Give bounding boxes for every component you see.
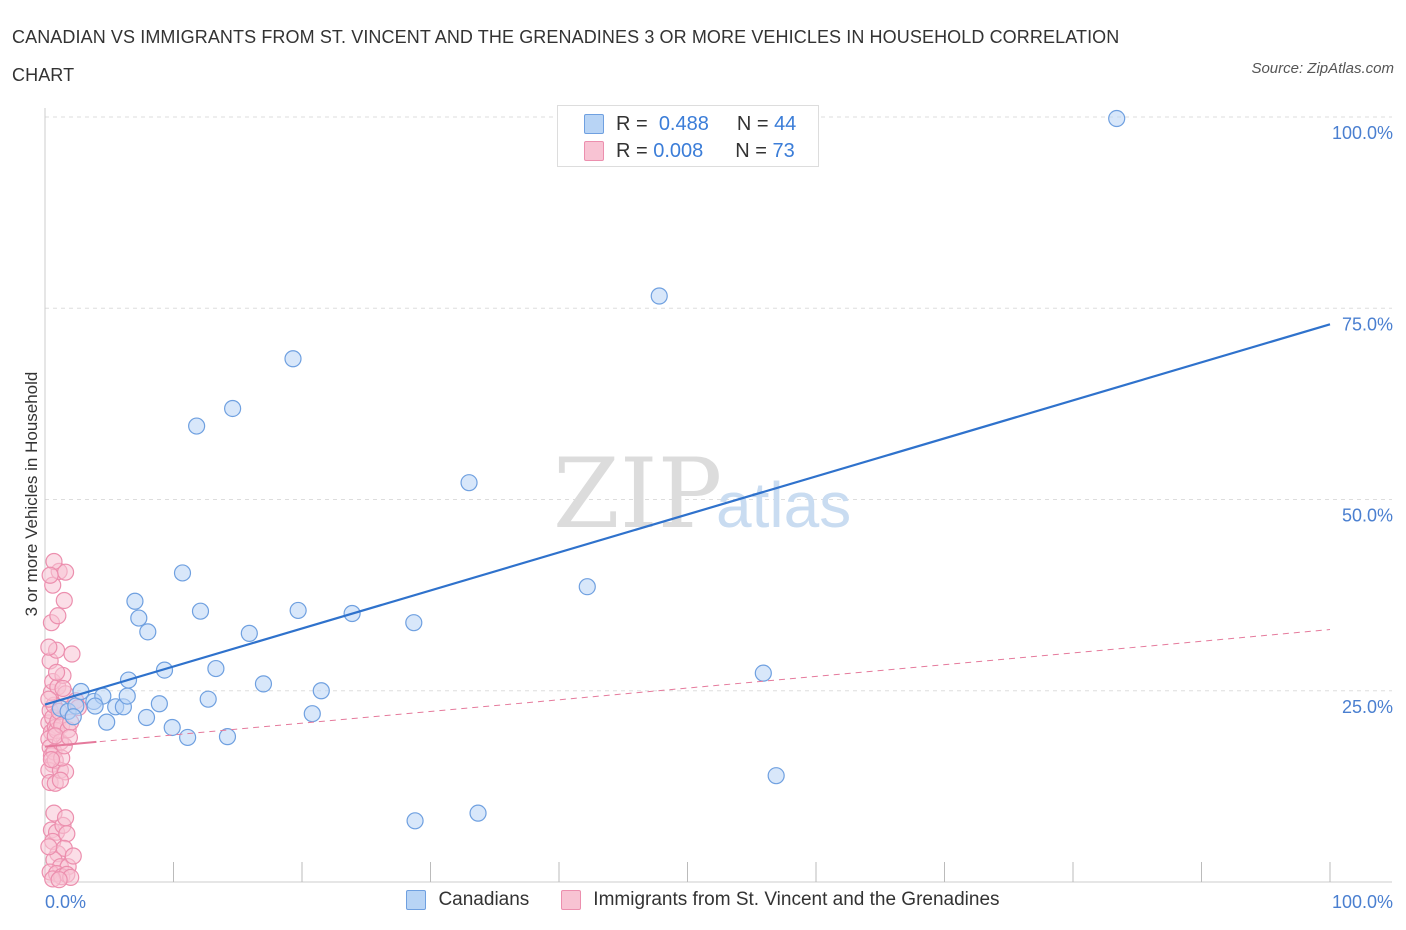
- immigrants-point: [63, 645, 81, 663]
- immigrants-point: [47, 663, 66, 681]
- canadians-point: [405, 614, 423, 632]
- y-tick-label: 25.0%: [1342, 697, 1393, 717]
- legend-swatch-immigrants: [584, 141, 604, 161]
- stats-legend: R = 0.488 N = 44 R = 0.008 N = 73: [557, 105, 819, 167]
- trend-line-immigrants-solid: [44, 740, 97, 748]
- trend-lines: [44, 323, 1331, 748]
- legend-n-label: N =: [736, 112, 769, 135]
- series-legend: Canadians Immigrants from St. Vincent an…: [0, 889, 1406, 911]
- series-canadians-points: [51, 109, 1126, 830]
- legend-n-label: N =: [735, 139, 767, 162]
- legend-swatch-canadians-bottom: [406, 890, 427, 910]
- x-tick-label: 100.0%: [1332, 892, 1393, 912]
- legend-item-immigrants[interactable]: Immigrants from St. Vincent and the Gren…: [561, 889, 1000, 911]
- y-tick-label: 100.0%: [1332, 123, 1393, 143]
- legend-label-canadians: Canadians: [438, 889, 530, 910]
- chart-title: CANADIAN VS IMMIGRANTS FROM ST. VINCENT …: [12, 27, 1120, 85]
- canadians-point: [126, 592, 144, 610]
- canadians-point: [767, 767, 785, 785]
- immigrants-point: [55, 591, 73, 610]
- legend-n-immigrants: 73: [772, 139, 795, 162]
- watermark-zip: ZIP: [553, 438, 722, 550]
- immigrants-point: [51, 771, 70, 789]
- trend-line-canadians: [44, 323, 1331, 706]
- canadians-point: [469, 804, 487, 822]
- canadians-point: [98, 713, 116, 731]
- legend-r-label: R =: [616, 139, 648, 162]
- canadians-point: [179, 728, 197, 747]
- canadians-point: [218, 728, 237, 746]
- legend-r-canadians: 0.488: [658, 112, 709, 135]
- legend-r-immigrants: 0.008: [653, 139, 704, 162]
- tick-labels: 25.0% 50.0% 75.0% 100.0% 0.0% 100.0%: [45, 123, 1393, 912]
- canadians-point: [303, 705, 321, 723]
- canadians-point: [199, 690, 217, 708]
- canadians-point: [284, 350, 302, 368]
- immigrants-point: [49, 607, 67, 625]
- canadians-point: [191, 602, 210, 620]
- canadians-point: [460, 474, 478, 492]
- gridlines: [45, 116, 1392, 692]
- legend-swatch-immigrants-bottom: [561, 890, 582, 910]
- legend-n-canadians: 44: [774, 112, 797, 135]
- canadians-point: [118, 687, 136, 705]
- canadians-point: [173, 564, 192, 582]
- canadians-point: [312, 682, 330, 700]
- canadians-point: [64, 708, 82, 726]
- immigrants-point: [60, 728, 79, 747]
- immigrants-point: [40, 838, 58, 856]
- immigrants-point: [42, 750, 61, 769]
- x-tick-label: 0.0%: [45, 892, 86, 912]
- canadians-point: [754, 664, 772, 682]
- legend-row-canadians: R = 0.488 N = 44: [584, 111, 796, 137]
- canadians-point: [1108, 109, 1126, 128]
- immigrants-point: [40, 638, 58, 656]
- canadians-point: [188, 417, 206, 435]
- canadians-point: [130, 609, 148, 627]
- legend-item-canadians[interactable]: Canadians: [406, 889, 529, 911]
- legend-label-immigrants: Immigrants from St. Vincent and the Gren…: [593, 889, 1000, 910]
- canadians-point: [137, 708, 156, 727]
- immigrants-point: [58, 825, 76, 843]
- canadians-point: [224, 399, 242, 418]
- watermark-atlas: atlas: [716, 469, 851, 541]
- canadians-point: [207, 659, 225, 678]
- immigrants-point: [46, 727, 64, 745]
- legend-swatch-canadians: [584, 114, 604, 134]
- immigrants-point: [41, 566, 59, 584]
- immigrants-point: [50, 871, 68, 889]
- immigrants-point: [56, 809, 75, 827]
- canadians-point: [163, 718, 181, 737]
- canadians-point: [139, 623, 157, 641]
- canadians-point: [86, 697, 104, 715]
- canadians-point: [254, 675, 273, 693]
- y-tick-label: 75.0%: [1342, 314, 1393, 334]
- legend-r-label: R =: [616, 112, 648, 135]
- canadians-point: [578, 578, 596, 596]
- series-immigrants-points: [40, 552, 88, 889]
- legend-row-immigrants: R = 0.008 N = 73: [584, 138, 795, 164]
- canadians-point: [406, 812, 424, 830]
- source-credit: Source: ZipAtlas.com: [1251, 60, 1394, 77]
- canadians-point: [650, 287, 668, 305]
- canadians-point: [289, 601, 307, 620]
- y-tick-label: 50.0%: [1342, 506, 1393, 526]
- canadians-point: [240, 624, 258, 642]
- canadians-point: [150, 695, 168, 713]
- immigrants-point: [64, 847, 82, 865]
- immigrants-point: [54, 679, 72, 698]
